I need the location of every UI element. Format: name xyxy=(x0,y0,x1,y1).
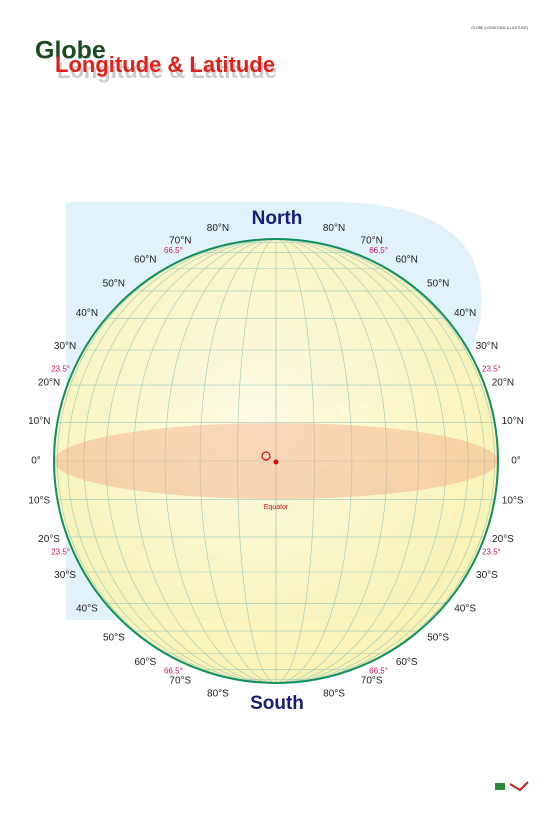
special-latitude: 66.5° xyxy=(369,666,388,675)
title: Globe xyxy=(35,37,106,65)
latitude-label: 60°N xyxy=(134,254,156,265)
latitude-label: 30°N xyxy=(54,341,76,352)
latitude-label: 30°N xyxy=(476,341,498,352)
latitude-label: 60°S xyxy=(134,657,156,668)
subtitle-shadow: Longitude & Latitude xyxy=(57,58,277,83)
north-label: North xyxy=(252,208,303,229)
latitude-label: 40°N xyxy=(454,308,476,319)
latitude-label: 10°S xyxy=(28,495,50,506)
latitude-label: 70°S xyxy=(361,676,383,687)
latitude-label: 50°N xyxy=(427,279,449,290)
center-dot xyxy=(273,459,279,465)
globe-outline xyxy=(53,238,499,684)
latitude-label: 70°N xyxy=(169,236,191,247)
latitude-label: 20°N xyxy=(38,378,60,389)
special-latitude: 23.5° xyxy=(482,365,501,374)
latitude-label: 30°S xyxy=(476,570,498,581)
latitude-label: 40°S xyxy=(76,603,98,614)
latitude-label: 10°S xyxy=(502,495,524,506)
latitude-label: 60°S xyxy=(396,657,418,668)
poster-code: GLOBE (LONGITUDE & LATITUDE) xyxy=(471,26,528,30)
equator-label: Equator xyxy=(264,504,289,511)
latitude-label: 0° xyxy=(31,456,41,467)
latitude-label: 50°S xyxy=(427,633,449,644)
special-latitude: 66.5° xyxy=(369,246,388,255)
latitude-labels: 80°N 70°N 60°N 50°N 40°N 30°N 20°N 10°N 0° 10°S 20… xyxy=(28,223,524,700)
logo-check xyxy=(509,781,529,792)
latitude-label: 80°S xyxy=(207,689,229,700)
latitude-label: 80°N xyxy=(207,223,229,234)
latitude-label: 20°S xyxy=(38,534,60,545)
latitude-label: 10°N xyxy=(28,416,50,427)
latitude-label: 0° xyxy=(511,456,521,467)
latitude-label: 80°N xyxy=(323,223,345,234)
latitude-label: 50°S xyxy=(103,633,125,644)
center-ring xyxy=(261,451,271,461)
latitude-label: 50°N xyxy=(103,279,125,290)
latitude-label: 60°N xyxy=(396,254,418,265)
special-latitude: 23.5° xyxy=(51,548,70,557)
latitude-label: 40°S xyxy=(454,603,476,614)
special-latitude: 66.5° xyxy=(164,666,183,675)
latitude-label: 70°N xyxy=(361,236,383,247)
latitude-label: 80°S xyxy=(323,689,345,700)
latitude-label: 40°N xyxy=(76,308,98,319)
logo-mark xyxy=(495,783,505,790)
special-latitude: 23.5° xyxy=(51,365,70,374)
south-label: South xyxy=(250,693,304,714)
subtitle: Longitude & Latitude xyxy=(55,52,275,77)
latitude-label: 10°N xyxy=(502,416,524,427)
latitude-label: 20°S xyxy=(492,534,514,545)
special-latitude: 23.5° xyxy=(482,548,501,557)
latitude-label: 20°N xyxy=(492,378,514,389)
latitude-label: 70°S xyxy=(169,676,191,687)
special-latitude: 66.5° xyxy=(164,246,183,255)
latitude-label: 30°S xyxy=(54,570,76,581)
